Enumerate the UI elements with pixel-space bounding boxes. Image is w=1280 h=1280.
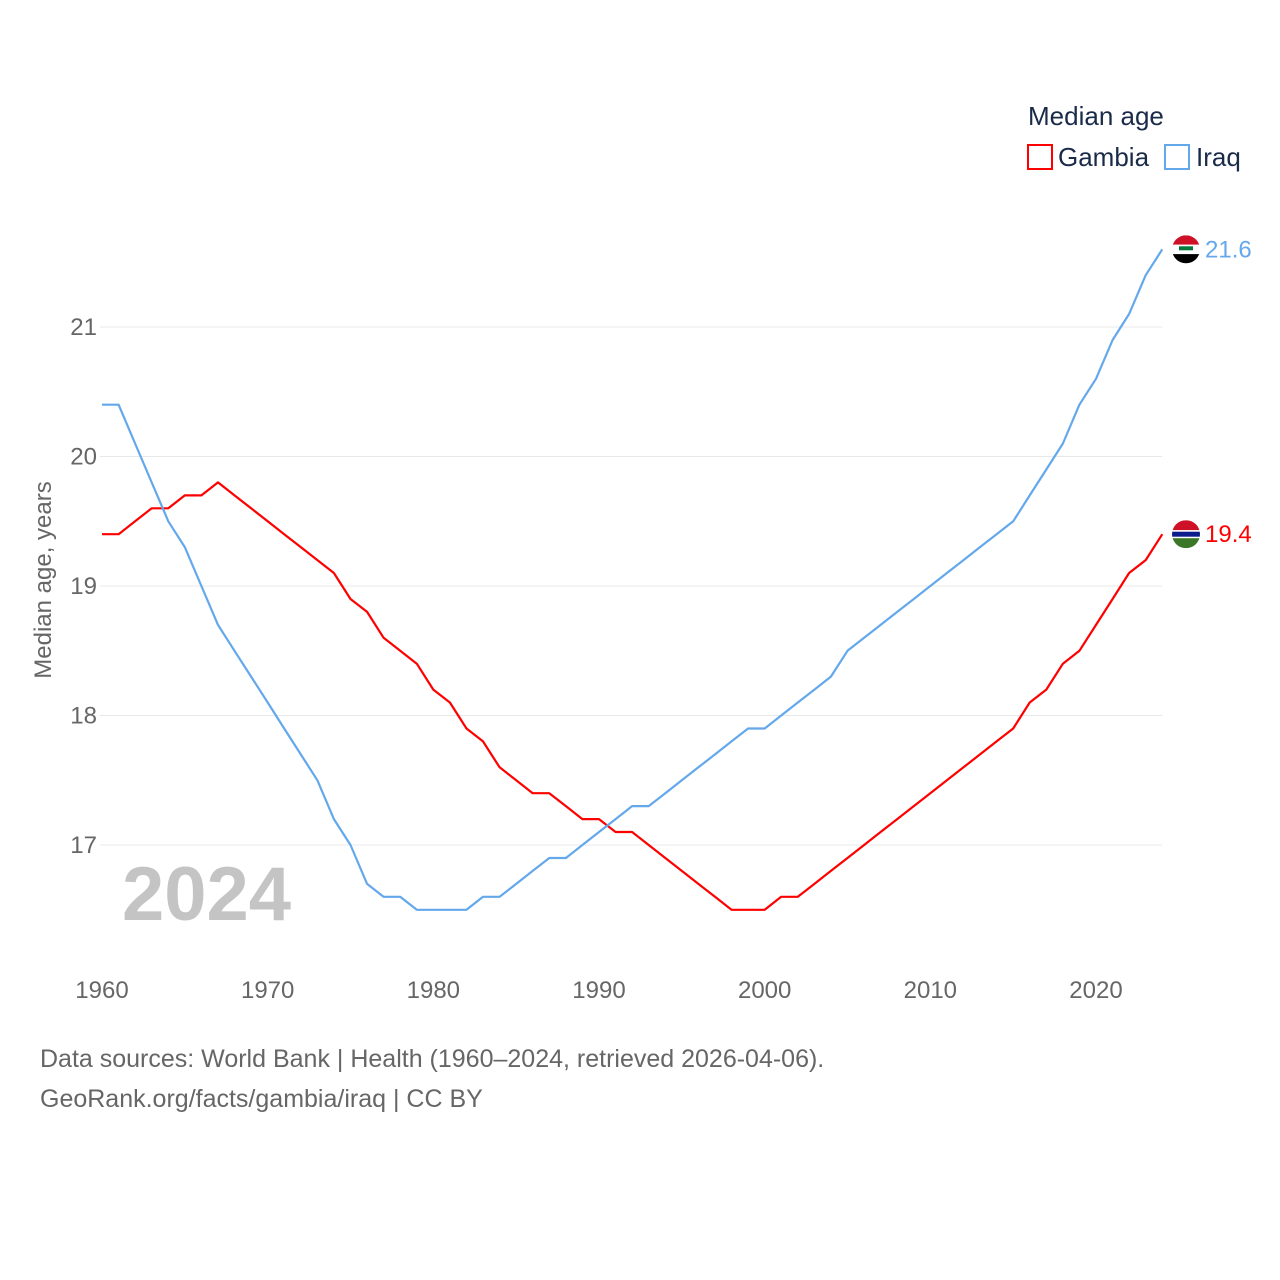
legend-item-iraq[interactable]: Iraq <box>1164 142 1241 172</box>
y-axis-ticks: 17 18 19 20 21 <box>70 314 97 859</box>
y-tick-label: 20 <box>70 444 97 471</box>
flag-icon-gambia <box>1172 520 1200 549</box>
flag-icon-iraq <box>1172 235 1200 264</box>
legend: Median age Gambia Iraq <box>1027 101 1241 172</box>
y-tick-label: 19 <box>70 573 97 600</box>
x-axis-ticks: 1960 1970 1980 1990 2000 2010 2020 <box>75 977 1122 1004</box>
x-tick-label: 1970 <box>241 977 294 1004</box>
legend-item-gambia[interactable]: Gambia <box>1027 142 1150 172</box>
x-tick-label: 1960 <box>75 977 128 1004</box>
legend-swatch-iraq <box>1164 144 1190 170</box>
series-line-iraq <box>102 248 1164 911</box>
end-label-iraq: 21.6 <box>1205 236 1252 263</box>
legend-label-gambia: Gambia <box>1058 142 1150 172</box>
y-tick-label: 18 <box>70 703 97 730</box>
credit-link[interactable]: GeoRank.org/facts/gambia/iraq | CC BY <box>40 1085 483 1113</box>
legend-title: Median age <box>1028 101 1164 131</box>
legend-swatch-gambia <box>1027 144 1053 170</box>
y-axis-label: Median age, years <box>30 481 57 678</box>
x-tick-label: 1980 <box>407 977 460 1004</box>
x-tick-label: 2010 <box>904 977 957 1004</box>
year-watermark: 2024 <box>122 852 291 937</box>
x-tick-label: 2020 <box>1069 977 1122 1004</box>
series-line-gambia <box>102 481 1164 911</box>
x-tick-label: 1990 <box>572 977 625 1004</box>
y-tick-label: 17 <box>70 832 97 859</box>
series-lines <box>102 248 1164 911</box>
source-note: Data sources: World Bank | Health (1960–… <box>40 1045 825 1073</box>
y-tick-label: 21 <box>70 314 97 341</box>
grid <box>100 326 1162 846</box>
end-label-gambia: 19.4 <box>1205 521 1252 548</box>
end-labels: 19.4 21.6 <box>1172 235 1252 549</box>
legend-label-iraq: Iraq <box>1196 142 1241 172</box>
x-tick-label: 2000 <box>738 977 791 1004</box>
